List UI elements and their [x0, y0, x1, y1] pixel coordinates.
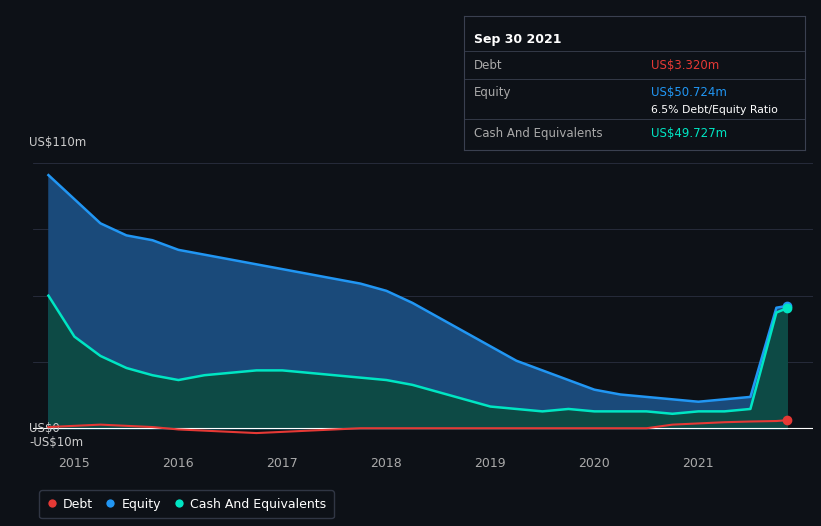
Text: Cash And Equivalents: Cash And Equivalents: [474, 127, 603, 140]
Text: 6.5% Debt/Equity Ratio: 6.5% Debt/Equity Ratio: [651, 105, 778, 115]
Text: Debt: Debt: [474, 59, 502, 72]
Legend: Debt, Equity, Cash And Equivalents: Debt, Equity, Cash And Equivalents: [39, 490, 333, 519]
Text: US$110m: US$110m: [29, 136, 86, 148]
Text: US$50.724m: US$50.724m: [651, 86, 727, 99]
Text: US$3.320m: US$3.320m: [651, 59, 719, 72]
Text: US$0: US$0: [29, 422, 60, 435]
Text: Equity: Equity: [474, 86, 511, 99]
Text: US$49.727m: US$49.727m: [651, 127, 727, 140]
Text: -US$10m: -US$10m: [29, 437, 83, 449]
Text: Sep 30 2021: Sep 30 2021: [474, 33, 562, 46]
